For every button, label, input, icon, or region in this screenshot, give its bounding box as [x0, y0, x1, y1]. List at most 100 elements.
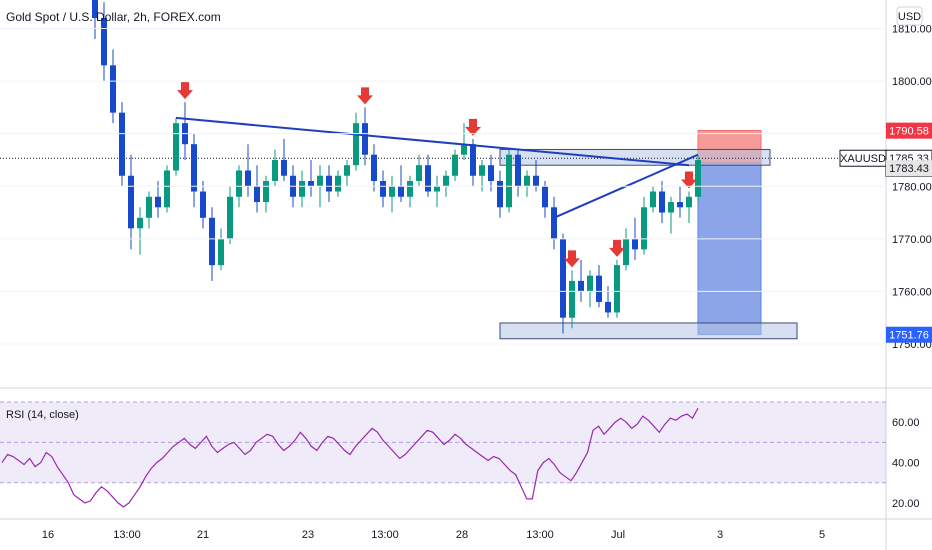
down-arrow-marker — [609, 239, 625, 257]
candle-body — [596, 275, 602, 302]
time-tick-label: 13:00 — [371, 529, 399, 541]
time-tick-label: 5 — [819, 529, 825, 541]
candle-body — [353, 123, 359, 166]
price-tick-label: 1770.00 — [892, 234, 932, 246]
candle-body — [470, 144, 476, 176]
candle-body — [461, 144, 467, 155]
candle-body — [587, 275, 593, 292]
candle-body — [506, 154, 512, 208]
candle-body — [434, 186, 440, 192]
time-tick-label: 13:00 — [526, 529, 554, 541]
candle-body — [272, 159, 278, 181]
candle-body — [479, 165, 485, 176]
candle-body — [254, 186, 260, 203]
candle-body — [335, 175, 341, 192]
candle-body — [164, 170, 170, 208]
candle-body — [551, 207, 557, 239]
down-arrow-marker — [357, 87, 373, 105]
time-tick-label: 16 — [42, 529, 54, 541]
candle-body — [443, 175, 449, 187]
time-tick-label: 23 — [302, 529, 314, 541]
price-tick-label: 1810.00 — [892, 24, 932, 36]
support-zone — [499, 322, 798, 340]
candle-body — [677, 202, 683, 208]
currency-button-label: USD — [898, 11, 921, 23]
candle-body — [317, 175, 323, 187]
candle-body — [362, 123, 368, 155]
candle-body — [515, 154, 521, 187]
time-tick-label: 3 — [717, 529, 723, 541]
resistance-trendline — [175, 116, 690, 167]
candle-body — [605, 301, 611, 313]
rsi-tick-label: 60.00 — [892, 417, 920, 429]
candle-body — [137, 217, 143, 229]
candle-body — [398, 186, 404, 197]
stop-price-tag-text: 1790.58 — [889, 126, 929, 138]
target-zone — [697, 162, 762, 336]
candle-body — [245, 170, 251, 187]
candle-body — [569, 280, 575, 318]
price-tick-label: 1800.00 — [892, 76, 932, 88]
candle-body — [488, 165, 494, 181]
target-price-tag-text: 1751.76 — [889, 330, 929, 342]
target-price-tag — [886, 326, 932, 343]
candle-body — [380, 181, 386, 197]
candle-body — [146, 196, 152, 218]
candle-body — [686, 196, 692, 208]
candle-body — [371, 154, 377, 181]
candle-body — [263, 181, 269, 203]
candle-body — [497, 181, 503, 208]
candle-body — [614, 265, 620, 313]
time-tick-label: 13:00 — [113, 529, 141, 541]
rsi-tick-label: 40.00 — [892, 458, 920, 470]
candle-body — [236, 170, 242, 197]
rsi-line — [1, 407, 699, 508]
stop-price-tag — [886, 122, 932, 139]
time-tick-label: Jul — [611, 529, 625, 541]
candle-body — [425, 165, 431, 192]
candle-body — [101, 18, 107, 66]
down-arrow-marker — [564, 250, 580, 268]
candle-body — [218, 238, 224, 266]
candle-body — [623, 238, 629, 266]
time-tick-label: 28 — [456, 529, 468, 541]
candle-body — [128, 175, 134, 229]
candle-body — [560, 238, 566, 318]
candle-body — [389, 186, 395, 197]
candle-body — [407, 181, 413, 197]
candle-body — [200, 191, 206, 218]
candle-body — [542, 186, 548, 208]
candle-body — [632, 238, 638, 250]
candle-body — [119, 112, 125, 176]
candle-body — [695, 159, 701, 197]
rsi-tick-label: 20.00 — [892, 498, 920, 510]
candle-body — [416, 165, 422, 181]
candle-body — [299, 181, 305, 197]
candle-body — [344, 165, 350, 176]
candle-body — [659, 191, 665, 213]
candle-body — [209, 217, 215, 266]
entry-price-tag-text: 1783.43 — [889, 163, 929, 175]
candle-body — [308, 181, 314, 187]
candle-body — [173, 123, 179, 171]
down-arrow-marker — [681, 171, 697, 189]
candle-body — [281, 159, 287, 176]
candle-body — [533, 175, 539, 187]
candle-body — [641, 207, 647, 250]
price-tick-label: 1780.00 — [892, 181, 932, 193]
candle-body — [110, 65, 116, 113]
candle-body — [155, 196, 161, 208]
candle-body — [524, 175, 530, 187]
price-tick-label: 1760.00 — [892, 286, 932, 298]
candle-body — [191, 144, 197, 192]
candle-body — [578, 280, 584, 292]
candle-body — [326, 175, 332, 192]
candle-body — [92, 0, 98, 19]
time-tick-label: 21 — [197, 529, 209, 541]
symbol-tag-text: XAUUSD — [840, 153, 886, 165]
candle-body — [452, 154, 458, 176]
down-arrow-marker — [465, 118, 481, 136]
currency-button[interactable] — [896, 6, 923, 26]
candle-body — [227, 196, 233, 239]
